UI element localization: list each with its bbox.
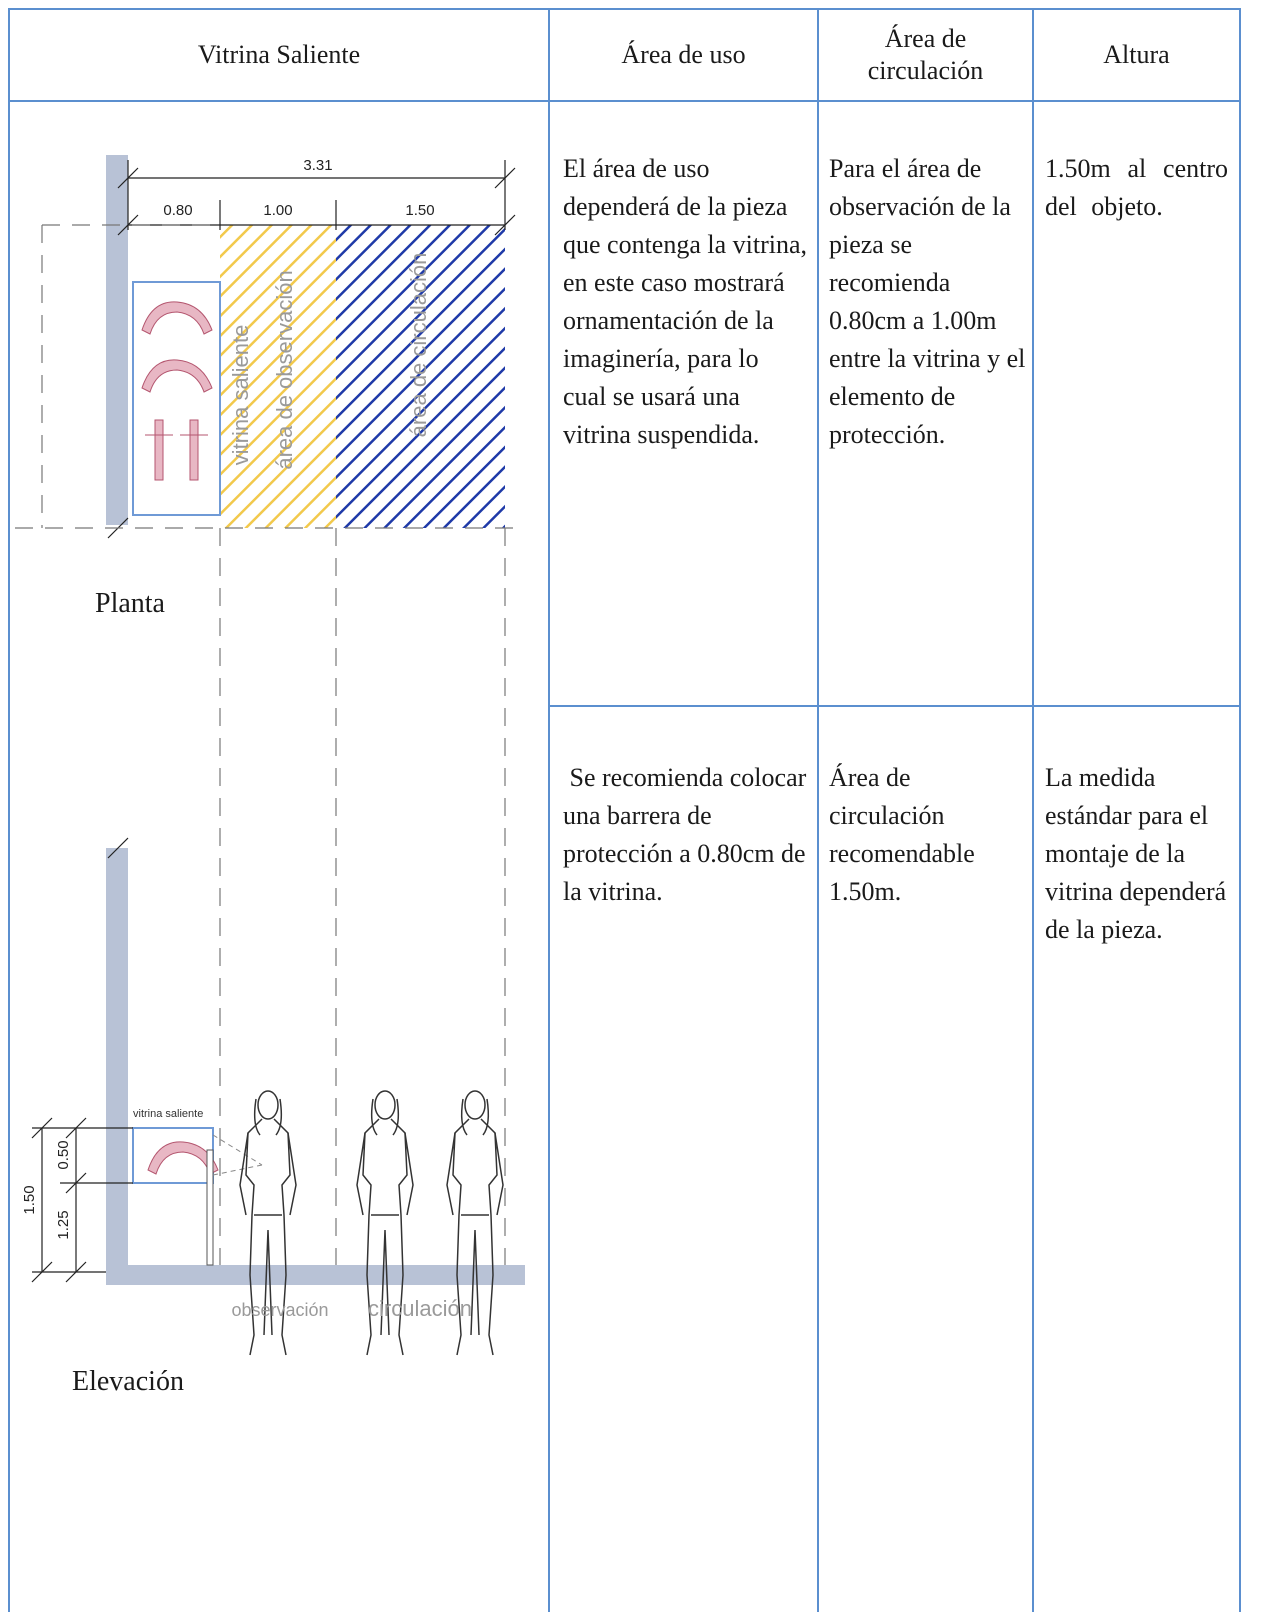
dimension-label: 1.50 — [405, 202, 434, 219]
header-cell: Vitrina Saliente — [197, 40, 361, 69]
dimension-lines — [107, 160, 516, 539]
border — [549, 705, 1241, 707]
border — [8, 8, 10, 1612]
drawing: 3.31 0.80 1.00 1.50 vitrina saliente áre… — [15, 155, 525, 1397]
border — [8, 8, 1241, 10]
header-cell: Altura — [1103, 40, 1170, 69]
wall — [106, 155, 128, 525]
dimension-label: 1.50 — [21, 1185, 38, 1214]
dimension-label: 0.80 — [163, 202, 192, 219]
header-cell: Área de circulación — [867, 24, 984, 85]
text-cell: Área de circulación recomendable 1.50m. — [829, 763, 975, 906]
zone-label: área de circulación — [406, 253, 431, 438]
text-cell: La medida estándar para el montaje de la… — [1045, 763, 1227, 944]
observation-hatch — [220, 225, 336, 528]
ornament — [145, 419, 208, 481]
dimension-label: 0.50 — [55, 1140, 72, 1169]
text-cell: Se recomienda colocar una barrera de pro… — [563, 763, 813, 906]
showcase-label: vitrina saliente — [133, 1108, 203, 1120]
zone-label: circulación — [368, 1296, 472, 1321]
text-cell: El área de uso dependerá de la pieza que… — [563, 154, 808, 449]
dimension-label: 1.00 — [263, 202, 292, 219]
border — [1032, 8, 1034, 1612]
plan-title: Planta — [95, 588, 166, 619]
circulation-hatch — [336, 225, 505, 528]
sight-line — [212, 1134, 263, 1166]
dimension-label: 1.25 — [55, 1210, 72, 1239]
dimension-label: 3.31 — [303, 157, 332, 174]
barrier — [206, 1149, 214, 1266]
elevation-title: Elevación — [72, 1366, 184, 1397]
zone-label: área de observación — [272, 270, 297, 469]
border — [1239, 8, 1241, 1612]
floor — [106, 1265, 525, 1285]
border — [548, 8, 550, 1612]
header-cell: Área de uso — [621, 40, 746, 69]
border — [8, 100, 1241, 102]
zone-label: observación — [231, 1300, 328, 1320]
text-cell: 1.50m al centro del objeto. — [1045, 154, 1228, 221]
wall — [106, 848, 128, 1275]
dimension-lines — [31, 837, 133, 1283]
zone-label: vitrina saliente — [228, 325, 253, 466]
text-cell: Para el área de observación de la pieza … — [829, 154, 1026, 449]
dashed-lines — [15, 224, 525, 1270]
border — [817, 8, 819, 1612]
showcase — [132, 281, 221, 516]
